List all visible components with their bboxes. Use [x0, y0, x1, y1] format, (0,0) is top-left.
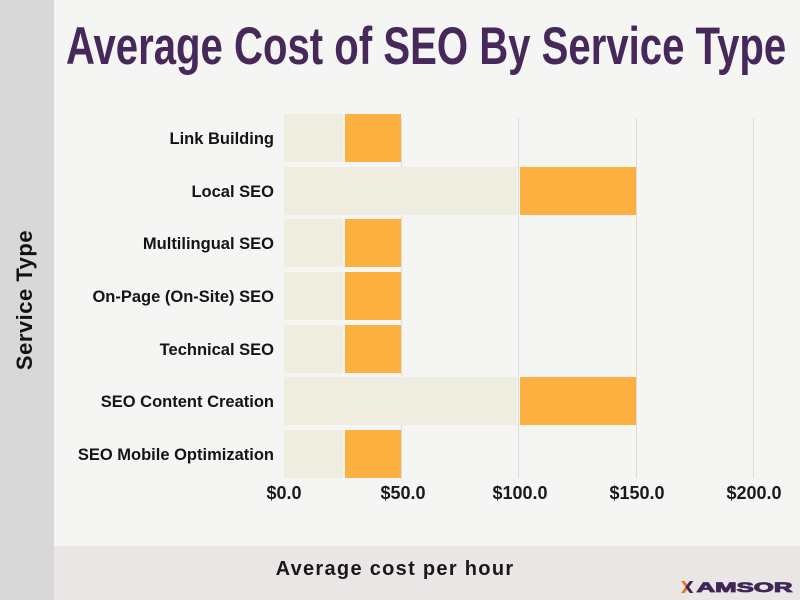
- svg-text:AMSOR: AMSOR: [697, 581, 793, 593]
